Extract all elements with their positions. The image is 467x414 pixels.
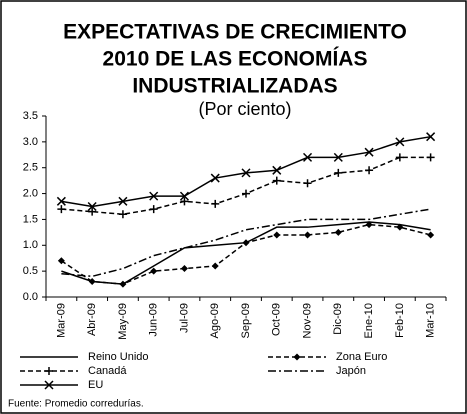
point: [334, 168, 343, 177]
point: [304, 231, 312, 239]
point: [118, 210, 127, 219]
chart-title: INDUSTRIALIZADAS: [132, 75, 337, 98]
x-tick-label: Abr-09: [86, 303, 98, 336]
x-tick-label: Nov-09: [301, 303, 313, 338]
point: [303, 179, 312, 188]
point: [87, 201, 97, 212]
x-tick-label: May-09: [117, 303, 129, 340]
legend-marker: [44, 380, 54, 390]
point: [395, 153, 404, 162]
point: [365, 221, 373, 229]
legend-label: Reino Unido: [88, 351, 149, 363]
legend-label: Canadá: [88, 365, 127, 377]
x-tick-label: Oct-09: [271, 303, 283, 336]
legend-label: EU: [88, 379, 103, 391]
point: [242, 239, 250, 247]
x-tick-label: Mar-10: [425, 303, 437, 338]
x-tick-label: Dic-09: [332, 303, 344, 335]
y-tick-label: 1.5: [23, 213, 38, 225]
point: [303, 152, 313, 162]
point: [210, 173, 220, 183]
point: [150, 267, 158, 275]
point: [57, 257, 65, 265]
x-tick-label: Mar-09: [55, 303, 67, 338]
point: [272, 165, 282, 175]
point: [88, 277, 96, 285]
x-tick-label: Jun-09: [148, 303, 160, 337]
y-tick-label: 1.0: [23, 239, 38, 251]
point: [119, 280, 127, 288]
series-line: [61, 208, 431, 278]
legend-label: Japón: [336, 365, 366, 377]
point: [427, 231, 435, 239]
point: [364, 147, 374, 157]
source: Fuente: Promedio corredurías.: [8, 399, 144, 410]
chart-title: EXPECTATIVAS DE CRECIMIENTO: [63, 21, 407, 44]
point: [426, 132, 436, 142]
series-line: [61, 156, 431, 216]
x-tick-label: Ago-09: [209, 303, 221, 338]
legend-marker: [293, 353, 301, 361]
point: [273, 231, 281, 239]
point: [211, 199, 220, 208]
y-tick-label: 0.0: [23, 291, 38, 303]
point: [118, 196, 128, 206]
point: [242, 189, 250, 198]
point: [395, 137, 405, 147]
point: [241, 168, 251, 178]
legend-label: Zona Euro: [336, 351, 387, 363]
chart-title: 2010 DE LAS ECONOMÍAS: [103, 48, 368, 71]
y-tick-label: 3.5: [23, 110, 38, 122]
series-line: [61, 221, 431, 285]
point: [56, 196, 66, 206]
x-tick-label: Feb-10: [394, 303, 406, 338]
point: [149, 205, 158, 214]
point: [180, 265, 188, 273]
y-tick-label: 3.0: [23, 136, 38, 148]
point: [149, 191, 159, 201]
y-tick-label: 0.5: [23, 265, 38, 277]
point: [426, 153, 435, 162]
y-tick-label: 2.0: [23, 187, 38, 199]
point: [396, 223, 404, 231]
point: [179, 191, 189, 201]
x-tick-label: Sep-09: [240, 303, 252, 338]
legend-marker: [45, 367, 53, 375]
point: [333, 152, 343, 162]
x-tick-label: Jul-09: [178, 303, 190, 333]
point: [365, 166, 374, 175]
chart-subtitle: (Por ciento): [198, 99, 291, 119]
point: [334, 228, 342, 236]
point: [57, 205, 66, 214]
y-tick-label: 2.5: [23, 162, 38, 174]
point: [211, 262, 219, 270]
point: [272, 176, 281, 185]
series-line: [60, 223, 431, 285]
x-tick-label: Ene-10: [363, 303, 375, 338]
point: [88, 207, 97, 216]
point: [180, 197, 189, 206]
